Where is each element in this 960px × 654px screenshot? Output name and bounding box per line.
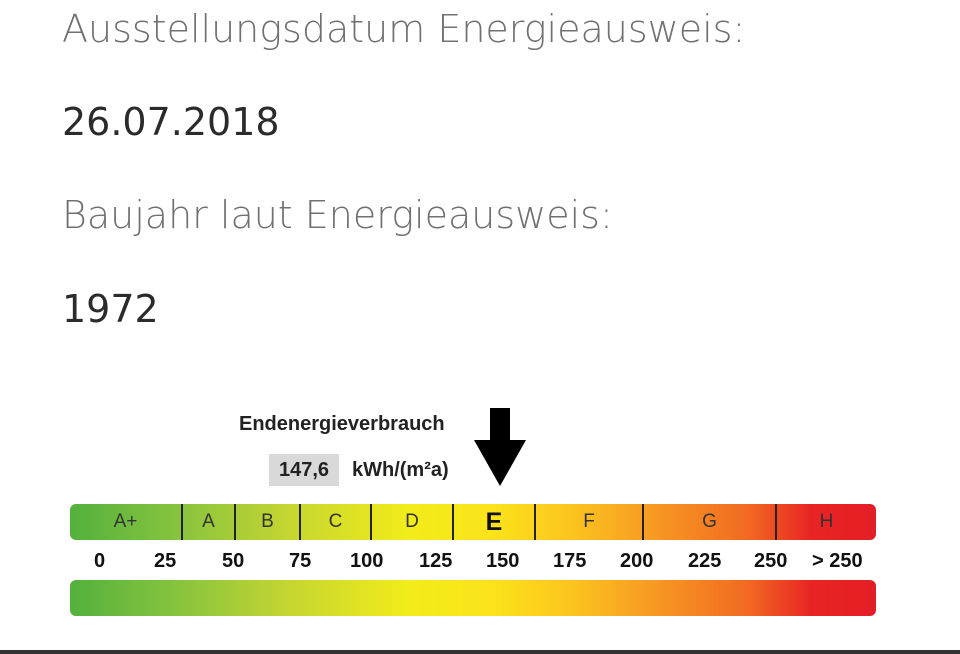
class-separator: [299, 504, 301, 540]
class-separator: [370, 504, 372, 540]
class-label-b: B: [261, 511, 274, 532]
tick-label: 200: [620, 550, 654, 572]
class-separator: [642, 504, 644, 540]
energy-gradient-bar: [70, 580, 876, 616]
class-separator: [181, 504, 183, 540]
class-label-a: A: [202, 511, 215, 532]
class-separator: [452, 504, 454, 540]
tick-label: 0: [94, 550, 106, 572]
class-label-g: G: [702, 511, 717, 532]
tick-label: 75: [289, 550, 312, 572]
energy-class-bar: [70, 504, 876, 540]
class-label-d: D: [405, 511, 419, 532]
arrow-down-icon: [474, 408, 526, 486]
class-separator: [234, 504, 236, 540]
construction-year-label: Baujahr laut Energieausweis:: [62, 193, 613, 237]
energy-value-box: [269, 454, 339, 486]
class-label-a-plus: A+: [113, 511, 138, 532]
tick-label: 25: [154, 550, 177, 572]
energy-value: 147,6: [278, 459, 330, 481]
bottom-divider: [0, 650, 960, 654]
tick-label: 100: [350, 550, 384, 572]
issue-date-label: Ausstellungsdatum Energieausweis:: [62, 7, 746, 51]
class-label-h: H: [819, 511, 834, 532]
issue-date-value: 26.07.2018: [62, 100, 280, 144]
class-label-f: F: [583, 511, 595, 532]
class-separator: [775, 504, 777, 540]
class-label-c: C: [328, 511, 343, 532]
tick-label: > 250: [812, 550, 863, 572]
tick-label: 175: [553, 550, 587, 572]
tick-label: 50: [222, 550, 245, 572]
class-separator: [534, 504, 536, 540]
tick-label: 225: [688, 550, 722, 572]
construction-year-value: 1972: [62, 287, 159, 331]
class-label-e: E: [485, 508, 503, 536]
energy-title: Endenergieverbrauch: [239, 413, 445, 435]
tick-label: 150: [486, 550, 520, 572]
tick-label: 125: [419, 550, 453, 572]
tick-label: 250: [754, 550, 788, 572]
energy-unit: kWh/(m²a): [352, 459, 449, 481]
